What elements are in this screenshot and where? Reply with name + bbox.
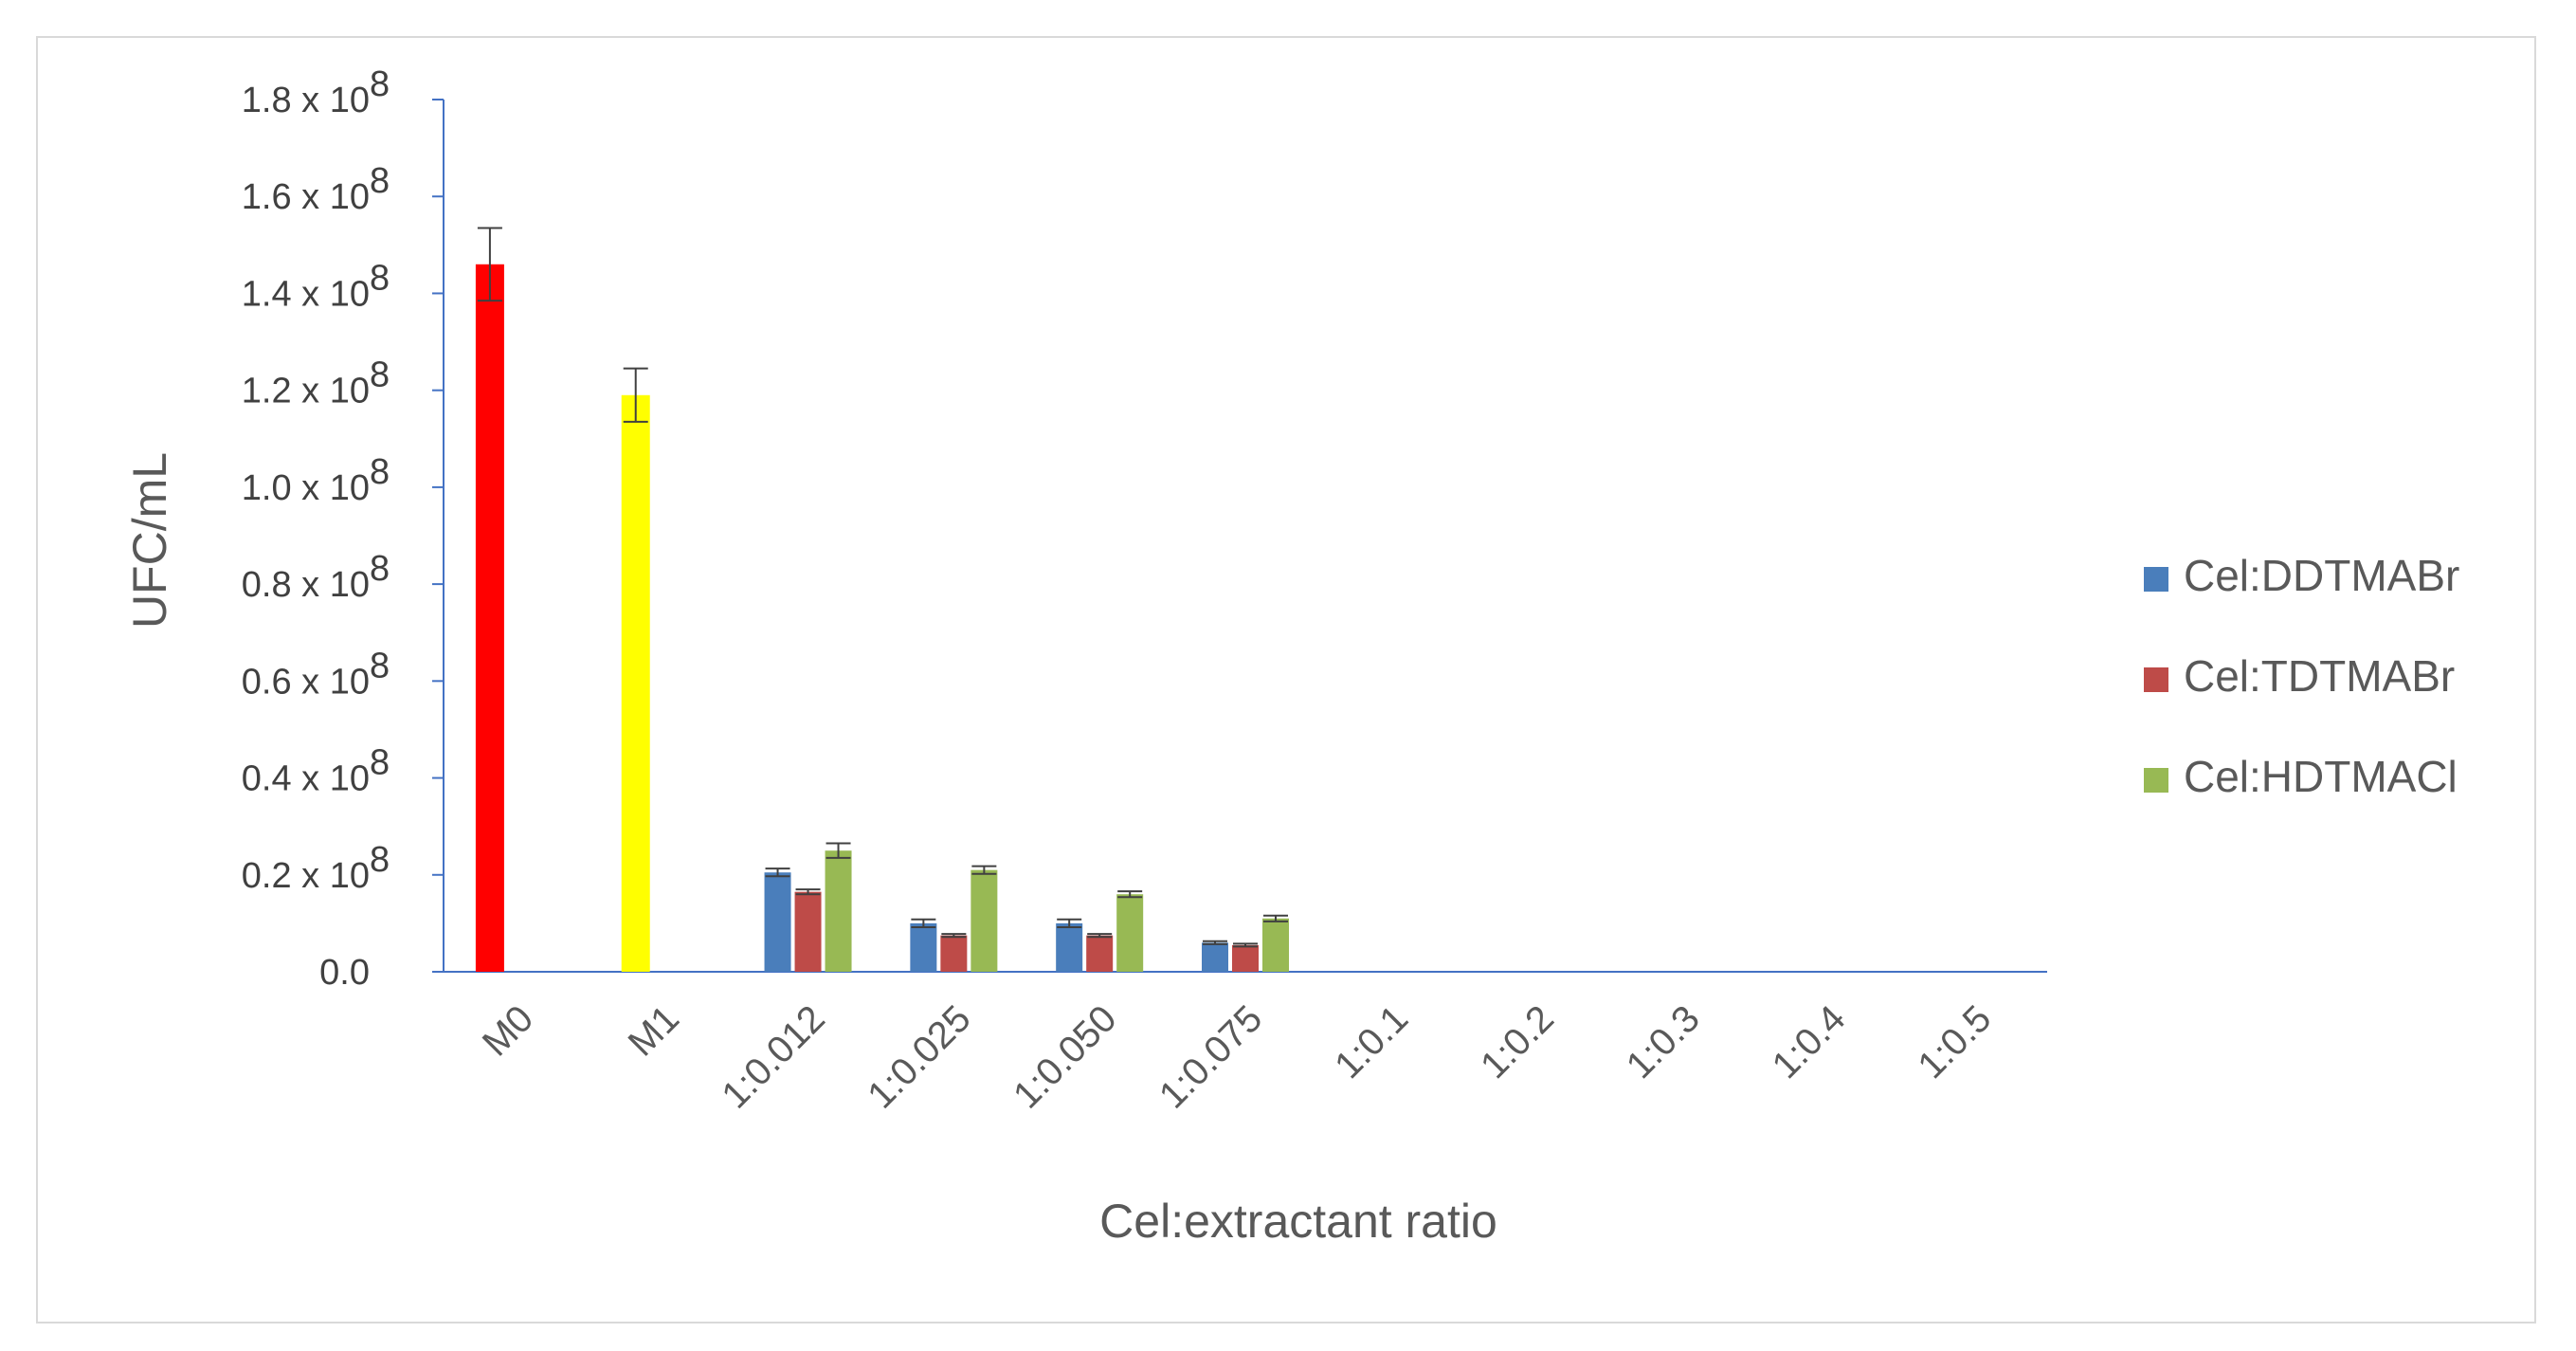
bar bbox=[1056, 922, 1083, 972]
y-tick-exponent: 8 bbox=[370, 356, 390, 395]
y-tick-exponent: 8 bbox=[370, 64, 390, 104]
bar bbox=[971, 869, 998, 972]
bar bbox=[1202, 942, 1228, 972]
x-axis: M0 M1 1:0.012 1:0.025 1:0.050 1:0.075 1:0.1 1:0… bbox=[432, 971, 2047, 1117]
x-tick-label: 1:0.4 bbox=[1765, 997, 1854, 1086]
x-tick-label: 1:0.012 bbox=[714, 997, 832, 1116]
bar bbox=[825, 850, 852, 972]
y-tick-exponent: 8 bbox=[370, 161, 390, 201]
y-tick-label: 0.4 x 10 bbox=[242, 759, 370, 799]
x-tick-label: 1:0.050 bbox=[1006, 997, 1124, 1116]
legend-label: Cel:DDTMABr bbox=[2184, 551, 2459, 600]
bar-m1 bbox=[621, 394, 650, 972]
y-tick-label: 1.4 x 10 bbox=[242, 274, 370, 314]
bar bbox=[1232, 944, 1259, 972]
bar bbox=[764, 872, 791, 972]
bar bbox=[940, 935, 968, 972]
bar bbox=[1116, 894, 1144, 972]
legend: Cel:DDTMABr Cel:TDTMABr Cel:HDTMACl bbox=[2144, 551, 2459, 801]
bar-m0 bbox=[475, 264, 504, 972]
y-tick-exponent: 8 bbox=[370, 743, 390, 783]
y-tick-exponent: 8 bbox=[370, 646, 390, 685]
y-axis-title: UFC/mL bbox=[123, 452, 176, 629]
legend-label: Cel:HDTMACl bbox=[2184, 752, 2458, 801]
x-tick-label: 1:0.1 bbox=[1327, 997, 1416, 1086]
x-axis-title: Cel:extractant ratio bbox=[1099, 1195, 1497, 1248]
y-tick-label: 0.8 x 10 bbox=[242, 565, 370, 605]
y-tick-label: 1.2 x 10 bbox=[242, 372, 370, 411]
legend-swatch bbox=[2144, 667, 2168, 692]
y-tick-exponent: 8 bbox=[370, 452, 390, 492]
x-tick-label: 1:0.3 bbox=[1619, 997, 1708, 1086]
y-tick-label: 1.6 x 10 bbox=[242, 177, 370, 217]
y-tick-exponent: 8 bbox=[370, 258, 390, 298]
y-tick-exponent: 8 bbox=[370, 549, 390, 589]
y-tick-label: 1.0 x 10 bbox=[242, 468, 370, 508]
legend-label: Cel:TDTMABr bbox=[2184, 651, 2455, 701]
bars bbox=[475, 227, 1289, 972]
x-tick-label: 1:0.5 bbox=[1910, 997, 1999, 1086]
y-tick-exponent: 8 bbox=[370, 840, 390, 880]
legend-swatch bbox=[2144, 567, 2168, 592]
x-tick-label: M0 bbox=[475, 997, 541, 1064]
bar bbox=[1086, 935, 1114, 972]
y-tick-label: 1.8 x 10 bbox=[242, 81, 370, 120]
x-tick-label: 1:0.2 bbox=[1473, 997, 1562, 1086]
y-tick-label: 0.0 bbox=[319, 953, 370, 993]
chart-frame bbox=[36, 36, 2536, 1324]
x-tick-label: 1:0.025 bbox=[860, 997, 978, 1116]
bar bbox=[1262, 918, 1289, 972]
x-tick-label: 1:0.075 bbox=[1152, 997, 1270, 1116]
legend-swatch bbox=[2144, 768, 2168, 793]
y-tick-label: 0.2 x 10 bbox=[242, 856, 370, 896]
y-axis: 0.00.2 x 10 80.4 x 10 80.6 x 10 80.8 x 10 81… bbox=[242, 64, 444, 993]
x-tick-label: M1 bbox=[621, 997, 687, 1064]
y-tick-label: 0.6 x 10 bbox=[242, 662, 370, 702]
bar bbox=[910, 922, 937, 972]
bar bbox=[794, 891, 822, 972]
